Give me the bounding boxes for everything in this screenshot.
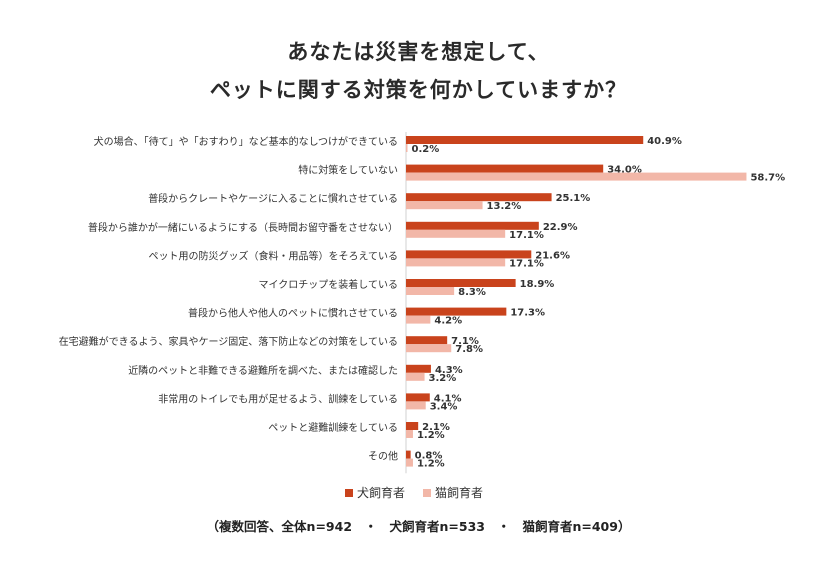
bar-dog xyxy=(406,193,552,202)
bar-cat xyxy=(406,401,426,410)
value-label-cat: 17.1% xyxy=(509,258,544,269)
bar-cat xyxy=(406,229,506,238)
legend-swatch-dog xyxy=(345,488,353,497)
bar-cat xyxy=(406,430,413,438)
value-label-cat: 17.1% xyxy=(509,230,544,241)
bar-cat xyxy=(406,201,483,210)
category-label: 在宅避難ができるよう、家具やケージ固定、落下防止などの対策をしている xyxy=(59,335,398,348)
value-label-dog: 0.8% xyxy=(415,451,443,462)
value-label-cat: 8.3% xyxy=(458,287,486,298)
category-label: ペットと避難訓練をしている xyxy=(268,421,398,434)
value-label-cat: 0.2% xyxy=(412,144,440,155)
bar-cat xyxy=(406,372,425,381)
value-label-cat: 7.8% xyxy=(455,344,483,355)
value-label-dog: 25.1% xyxy=(556,193,591,204)
category-label: その他 xyxy=(368,450,398,463)
bar-dog xyxy=(406,250,532,259)
value-label-dog: 4.1% xyxy=(434,393,462,404)
category-label: 特に対策をしていない xyxy=(298,164,398,177)
chart-legend: 犬飼育者 猫飼育者 xyxy=(345,484,483,501)
category-label: 普段から他人や他人のペットに慣れさせている xyxy=(188,307,398,320)
value-label-dog: 17.3% xyxy=(510,308,545,319)
value-label-dog: 4.3% xyxy=(435,365,463,376)
legend-swatch-cat xyxy=(423,488,432,497)
sample-size-footnote: （複数回答、全体n=942 ・ 犬飼育者n=533 ・ 猫飼育者n=409） xyxy=(206,519,631,534)
value-label-cat: 58.7% xyxy=(750,173,785,184)
category-label: 普段からクレートやケージに入ることに慣れさせている xyxy=(148,192,398,205)
bar-dog xyxy=(406,164,604,173)
category-label: マイクロチップを装着している xyxy=(259,278,399,291)
value-label-cat: 1.2% xyxy=(417,430,445,441)
value-label-cat: 3.4% xyxy=(430,401,458,412)
bar-dog xyxy=(406,450,411,459)
bar-cat xyxy=(406,315,431,324)
bar-cat xyxy=(406,344,452,353)
value-label-dog: 34.0% xyxy=(607,165,642,176)
legend-item-cat: 猫飼育者 xyxy=(423,484,483,501)
bar-dog xyxy=(406,279,516,287)
bar-cat xyxy=(406,287,455,295)
bar-cat xyxy=(406,144,408,152)
chart-title-line2: ペットに関する対策を何かしていますか？ xyxy=(209,78,628,102)
category-label: ペット用の防災グッズ（食料・用品等）をそろえている xyxy=(149,249,399,262)
value-label-cat: 1.2% xyxy=(417,459,445,470)
bar-dog xyxy=(406,393,430,402)
bar-dog xyxy=(406,136,644,144)
legend-item-dog: 犬飼育者 xyxy=(345,484,405,501)
bar-dog xyxy=(406,307,507,316)
value-label-dog: 22.9% xyxy=(543,222,578,233)
category-label: 近隣のペットと非難できる避難所を調べた、または確認した xyxy=(128,364,398,377)
legend-label-cat: 猫飼育者 xyxy=(435,486,484,500)
category-label: 普段から誰かが一緒にいるようにする（長時間お留守番をさせない） xyxy=(88,221,398,234)
value-label-cat: 3.2% xyxy=(429,373,457,384)
category-label: 犬の場合、「待て」や「おすわり」など基本的なしつけができている xyxy=(94,135,398,148)
value-label-dog: 40.9% xyxy=(647,136,682,147)
bar-dog xyxy=(406,364,431,373)
value-label-cat: 4.2% xyxy=(434,316,462,327)
legend-label-dog: 犬飼育者 xyxy=(357,486,406,500)
bar-dog xyxy=(406,336,448,345)
bar-dog xyxy=(406,221,539,230)
bar-dog xyxy=(406,422,419,430)
bar-cat xyxy=(406,172,747,181)
chart-title-line1: あなたは災害を想定して、 xyxy=(287,40,550,64)
value-label-cat: 13.2% xyxy=(487,201,522,212)
value-label-dog: 18.9% xyxy=(520,279,555,290)
bar-cat xyxy=(406,458,413,467)
value-label-dog: 7.1% xyxy=(451,336,479,347)
bar-cat xyxy=(406,258,506,267)
value-label-dog: 21.6% xyxy=(535,250,570,261)
category-label: 非常用のトイレでも用が足せるよう、訓練をしている xyxy=(158,392,398,405)
value-label-dog: 2.1% xyxy=(422,422,450,433)
